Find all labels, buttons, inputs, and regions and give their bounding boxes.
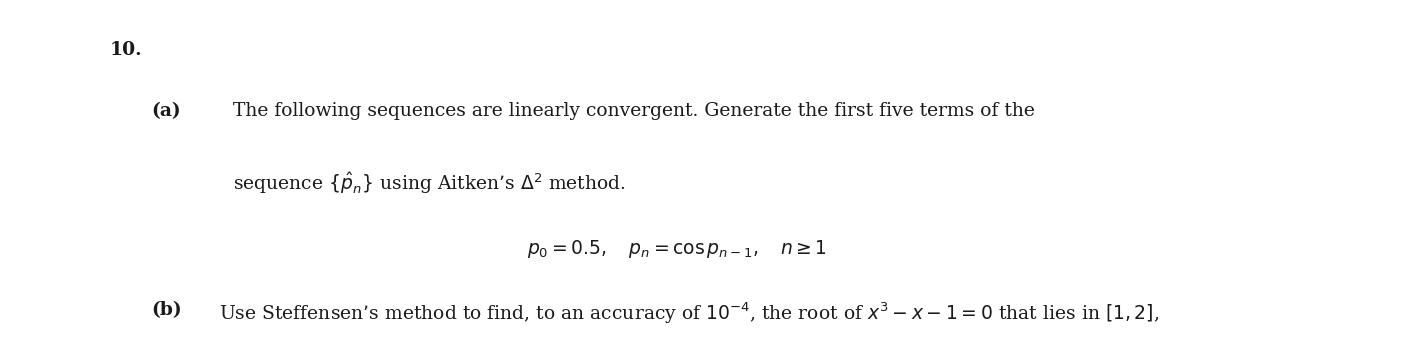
- Text: (a): (a): [151, 102, 181, 120]
- Text: sequence $\{\hat{p}_n\}$ using Aitken’s $\Delta^2$ method.: sequence $\{\hat{p}_n\}$ using Aitken’s …: [233, 170, 626, 196]
- Text: 10.: 10.: [110, 41, 143, 59]
- Text: The following sequences are linearly convergent. Generate the first five terms o: The following sequences are linearly con…: [233, 102, 1034, 120]
- Text: Use Steffensen’s method to find, to an accuracy of $10^{-4}$, the root of $x^3 -: Use Steffensen’s method to find, to an a…: [219, 301, 1158, 326]
- Text: (b): (b): [151, 301, 182, 319]
- Text: $p_0 = 0.5, \quad p_n = \cos p_{n-1}, \quad n \geq 1$: $p_0 = 0.5, \quad p_n = \cos p_{n-1}, \q…: [528, 238, 827, 260]
